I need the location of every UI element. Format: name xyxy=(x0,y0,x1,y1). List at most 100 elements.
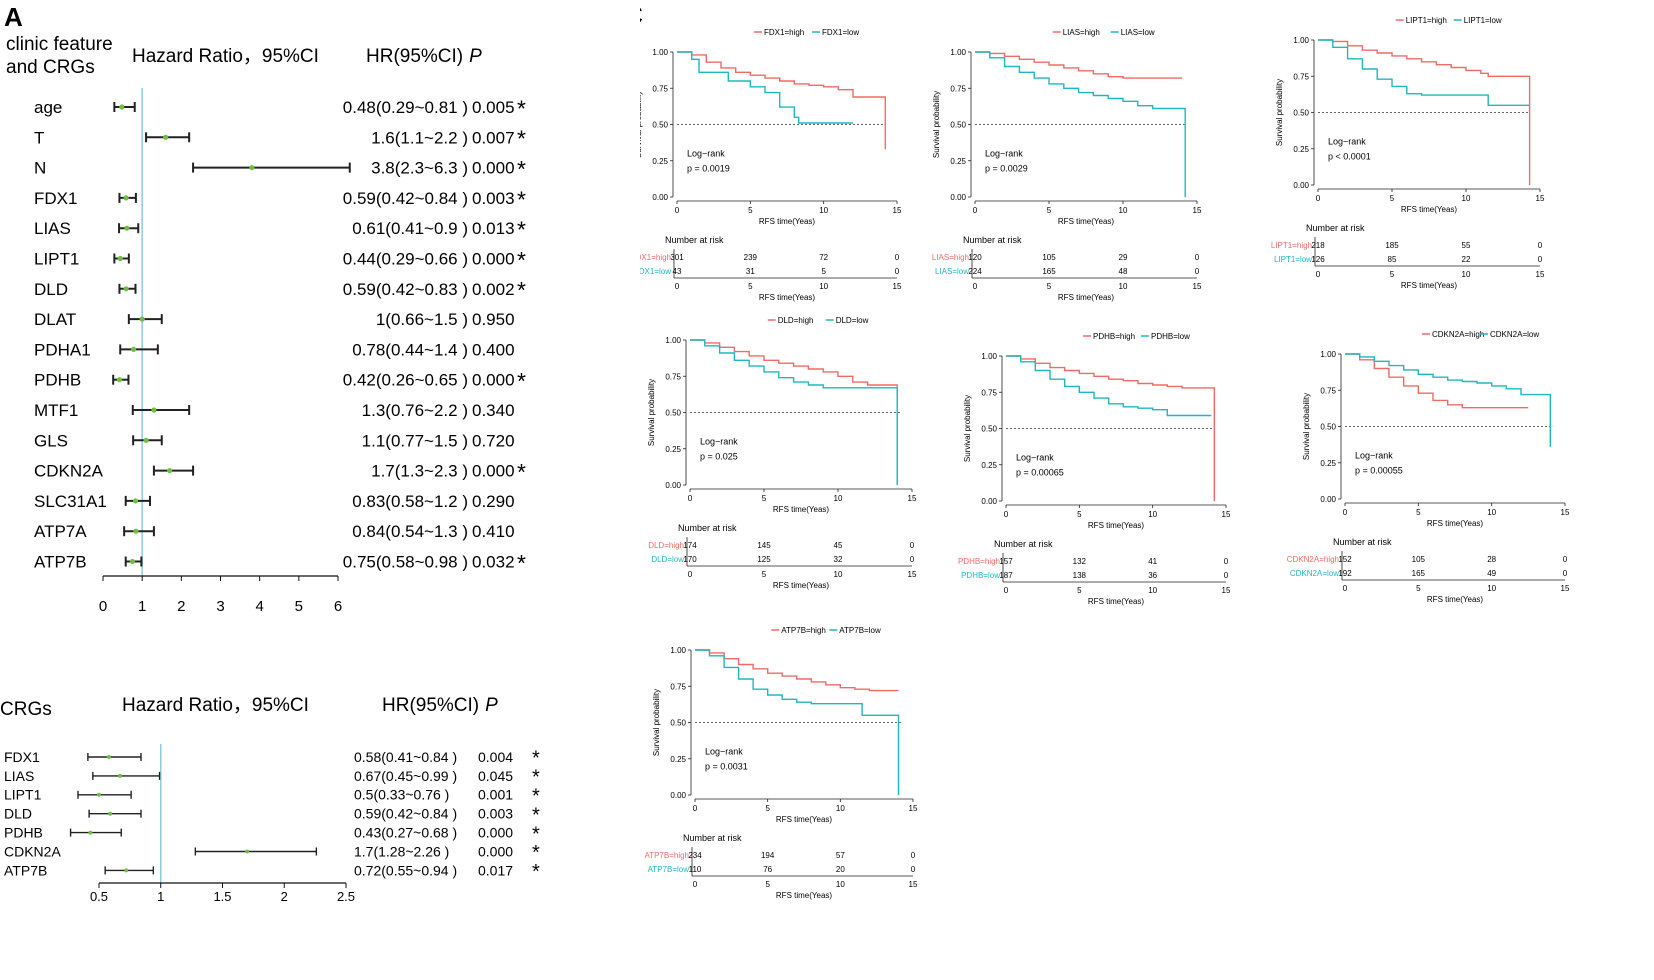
significance-mark: * xyxy=(532,842,540,864)
hr-point xyxy=(129,558,135,565)
risk-label-low: FDX1=low xyxy=(640,267,671,276)
risk-x-tick-label: 10 xyxy=(1119,282,1128,291)
hr-ci-text: 1.7(1.3~2.3 ) xyxy=(371,462,468,481)
y-axis-title: Survival probability xyxy=(647,379,656,446)
p-value: 0.003 xyxy=(478,806,513,822)
risk-count-low: 32 xyxy=(834,555,843,564)
significance-mark: * xyxy=(517,217,526,243)
hr-point xyxy=(132,498,139,504)
significance-mark: * xyxy=(517,186,526,212)
km-plot-pdhb: PDHB=high PDHB=low 0.00 0.25 0.50 0.75 1.00 0 5 1… xyxy=(958,332,1231,606)
y-tick-label: 0.25 xyxy=(665,445,681,454)
hr-ci-text: 0.59(0.42~0.84 ) xyxy=(354,806,457,822)
risk-label-high: FDX1=high xyxy=(640,253,671,262)
y-tick-label: 0.25 xyxy=(670,755,686,764)
hr-point xyxy=(139,316,145,322)
y-tick-label: 0.75 xyxy=(665,372,681,381)
x-tick-label: 15 xyxy=(1193,206,1202,215)
risk-table: Number at risk FDX1=high FDX1=low 301 43 0 239… xyxy=(640,235,902,302)
hr-point xyxy=(249,165,255,171)
risk-count-high: 157 xyxy=(999,557,1013,566)
significance-mark: * xyxy=(517,368,526,394)
risk-count-low: 165 xyxy=(1412,569,1426,578)
x-axis-title: RFS time(Yeas) xyxy=(1427,519,1484,528)
risk-count-high: 234 xyxy=(688,851,702,860)
y-axis-title: Survival probability xyxy=(963,395,972,462)
km-plot-atp7b: ATP7B=high ATP7B=low 0.00 0.25 0.50 0.75 1.00 0… xyxy=(644,626,918,900)
risk-label-low: DLD=low xyxy=(651,555,684,564)
hr-ci-text: 0.67(0.45~0.99 ) xyxy=(354,768,457,784)
risk-count-high: 105 xyxy=(1412,555,1426,564)
curve-high xyxy=(1006,355,1215,501)
km-legend: LIPT1=high LIPT1=low xyxy=(1395,16,1502,25)
hr-ci-text: 0.59(0.42~0.83 ) xyxy=(343,280,468,299)
risk-x-tick-label: 5 xyxy=(748,282,753,291)
y-tick-label: 1.00 xyxy=(1293,36,1309,45)
risk-count-low: 0 xyxy=(895,267,900,276)
row-label: FDX1 xyxy=(4,749,40,765)
x-tick-label: 0 xyxy=(973,206,978,215)
legend-low-label: LIAS=low xyxy=(1121,28,1155,37)
logrank-p: p = 0.00065 xyxy=(1016,467,1064,477)
y-tick-label: 0.00 xyxy=(950,193,966,202)
risk-count-low: 0 xyxy=(911,865,916,874)
risk-x-tick-label: 0 xyxy=(688,570,693,579)
risk-x-tick-label: 0 xyxy=(1004,586,1009,595)
row-label: MTF1 xyxy=(34,401,78,420)
hr-point xyxy=(117,255,123,262)
risk-count-low: 126 xyxy=(1311,255,1325,264)
risk-table-title: Number at risk xyxy=(1333,537,1392,547)
risk-x-axis-title: RFS time(Yeas) xyxy=(776,891,833,900)
legend-low-label: CDKN2A=low xyxy=(1490,330,1539,339)
risk-label-high: LIPT1=high xyxy=(1271,241,1312,250)
header-p: P xyxy=(469,46,482,67)
hr-point xyxy=(133,528,139,534)
risk-x-tick-label: 10 xyxy=(836,880,845,889)
row-label: ATP7A xyxy=(34,522,87,541)
hr-point xyxy=(116,377,123,383)
significance-mark: * xyxy=(517,550,526,576)
risk-count-high: 0 xyxy=(911,851,916,860)
risk-label-high: LIAS=high xyxy=(932,253,969,262)
legend-high-label: ATP7B=high xyxy=(781,626,826,635)
significance-mark: * xyxy=(517,95,526,121)
hr-ci-text: 0.83(0.58~1.2 ) xyxy=(352,492,468,511)
row-label: DLD xyxy=(34,280,68,299)
row-label: PDHB xyxy=(34,371,81,390)
row-label: LIPT1 xyxy=(34,249,79,268)
hr-point xyxy=(123,195,129,201)
risk-count-low: 0 xyxy=(1538,255,1543,264)
p-value: 0.340 xyxy=(472,401,515,420)
risk-label-low: LIPT1=low xyxy=(1274,255,1312,264)
x-axis-title: RFS time(Yeas) xyxy=(759,217,816,226)
km-plot-fdx1: FDX1=high FDX1=low 0.00 0.25 0.50 0.75 1.00 0 5 1… xyxy=(640,28,902,302)
logrank-label: Log−rank xyxy=(1016,452,1054,462)
row-label: LIAS xyxy=(34,219,71,238)
y-axis-title: Survival probability xyxy=(932,91,941,158)
row-label: GLS xyxy=(34,431,68,450)
x-tick-label: 1 xyxy=(157,889,164,904)
svg-text:HR(95%CI)P: HR(95%CI) P xyxy=(366,46,482,67)
curve-low xyxy=(1006,355,1212,417)
row-label: FDX1 xyxy=(34,189,77,208)
x-tick-label: 5 xyxy=(1077,510,1082,519)
x-tick-label: 5 xyxy=(762,494,767,503)
risk-count-high: 152 xyxy=(1338,555,1352,564)
x-tick-label: 2 xyxy=(281,889,288,904)
legend-high-label: DLD=high xyxy=(778,316,814,325)
significance-mark: * xyxy=(532,804,540,826)
panel-letter-b: B xyxy=(4,690,23,694)
row-label: age xyxy=(34,98,62,117)
curve-low xyxy=(1318,39,1530,106)
p-value: 0.410 xyxy=(472,522,515,541)
x-tick-label: 10 xyxy=(1148,510,1157,519)
logrank-p: p = 0.00055 xyxy=(1355,465,1403,475)
row-label: N xyxy=(34,159,46,178)
risk-table-title: Number at risk xyxy=(683,833,742,843)
risk-count-high: 301 xyxy=(670,253,684,262)
risk-label-low: PDHB=low xyxy=(961,571,1000,580)
risk-count-low: 36 xyxy=(1148,571,1157,580)
y-tick-label: 0.75 xyxy=(652,84,668,93)
risk-x-tick-label: 10 xyxy=(819,282,828,291)
risk-count-high: 120 xyxy=(968,253,982,262)
